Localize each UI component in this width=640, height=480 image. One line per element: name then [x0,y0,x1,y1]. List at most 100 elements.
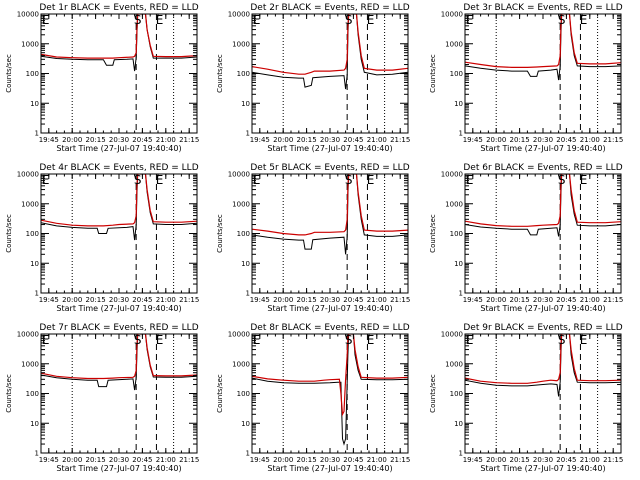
y-tick-label: 10 [454,100,463,108]
x-tick-label: 20:30 [320,456,340,464]
x-tick-label: 20:00 [273,456,293,464]
y-tick-label: 100 [237,70,250,78]
y-tick-label: 10000 [17,171,39,179]
series-line-lld [41,14,197,59]
x-tick-label: 20:00 [486,456,506,464]
y-axis-label: Counts/sec [429,214,437,253]
y-axis-label: Counts/sec [216,54,224,93]
x-tick-label: 19:45 [250,296,270,304]
y-tick-label: 1000 [445,40,463,48]
series-group [252,174,408,255]
x-tick-label: 20:30 [109,136,129,144]
x-tick-label: 19:45 [463,136,483,144]
x-tick-label: 21:00 [367,136,387,144]
x-tick-label: 21:00 [367,296,387,304]
x-tick-label: 20:00 [486,296,506,304]
x-axis-label: Start Time (27-Jul-07 19:40:40) [480,144,605,153]
x-tick-label: 20:15 [297,456,317,464]
y-tick-label: 10 [30,100,39,108]
series-group [465,174,621,237]
x-tick-label: 20:30 [533,456,553,464]
y-tick-label: 10 [241,420,250,428]
plot-frame [251,333,409,454]
time-marker-label: S [558,173,566,187]
x-tick-label: 20:30 [320,136,340,144]
series-group [41,334,197,391]
y-tick-label: 1000 [21,200,39,208]
plot-frame [40,333,198,454]
y-tick-label: 1000 [21,360,39,368]
x-tick-label: 21:00 [580,456,600,464]
x-tick-label: 19:45 [39,136,59,144]
x-tick-label: 20:30 [109,296,129,304]
x-axis-label: Start Time (27-Jul-07 19:40:40) [267,144,392,153]
time-marker-label: S [558,333,566,347]
x-tick-label: 21:15 [603,136,623,144]
series-line-lld [252,174,408,236]
x-tick-label: 20:00 [62,296,82,304]
series-line-lld [252,334,408,417]
y-tick-label: 100 [450,230,463,238]
x-tick-label: 21:15 [390,136,410,144]
x-tick-label: 21:00 [580,136,600,144]
time-marker-label: E [253,333,261,347]
y-axis-label: Counts/sec [5,214,13,253]
x-tick-label: 19:45 [250,136,270,144]
x-axis-label: Start Time (27-Jul-07 19:40:40) [267,304,392,313]
series-group [252,14,408,90]
x-tick-label: 20:45 [343,136,363,144]
time-marker-label: E [253,173,261,187]
series-line-events [465,174,621,237]
y-tick-label: 10000 [228,171,250,179]
chart-panel-5: Det 5r BLACK = Events, RED = LLD 1 10 100 10… [216,163,410,313]
series-group [41,14,197,72]
x-tick-label: 20:30 [533,296,553,304]
x-tick-label: 21:00 [156,456,176,464]
time-marker-label: E [156,173,164,187]
y-tick-label: 10000 [228,11,250,19]
chart-panel-6: Det 6r BLACK = Events, RED = LLD 1 10 100 10… [429,163,623,313]
time-marker-label: E [156,13,164,27]
chart-title: Det 8r BLACK = Events, RED = LLD [250,323,409,333]
chart-title: Det 3r BLACK = Events, RED = LLD [463,3,622,13]
y-axis-label: Counts/sec [216,214,224,253]
y-tick-label: 1 [246,450,250,458]
plot-frame [464,13,622,134]
x-tick-label: 21:15 [603,456,623,464]
x-tick-label: 20:45 [343,296,363,304]
time-marker-label: E [367,13,375,27]
series-line-events [252,14,408,90]
x-tick-label: 21:15 [390,456,410,464]
y-tick-label: 10000 [441,171,463,179]
plot-frame [464,173,622,294]
series-line-events [252,334,408,446]
y-tick-label: 100 [450,70,463,78]
chart-title: Det 4r BLACK = Events, RED = LLD [39,163,198,173]
y-tick-label: 1000 [445,200,463,208]
x-tick-label: 20:45 [132,296,152,304]
y-tick-label: 10000 [441,11,463,19]
x-tick-label: 20:15 [510,296,530,304]
x-tick-label: 20:30 [320,296,340,304]
chart-panel-9: Det 9r BLACK = Events, RED = LLD 1 10 100 10… [429,323,623,473]
x-tick-label: 19:45 [39,296,59,304]
x-tick-label: 20:15 [510,136,530,144]
chart-panel-1: Det 1r BLACK = Events, RED = LLD 1 10 100 10… [5,3,199,153]
y-tick-label: 1 [35,450,39,458]
x-tick-label: 21:00 [580,296,600,304]
time-marker-label: E [580,333,588,347]
chart-panel-8: Det 8r BLACK = Events, RED = LLD 1 10 100 10… [216,323,410,473]
x-tick-label: 20:15 [297,136,317,144]
y-tick-label: 1 [35,130,39,138]
y-tick-label: 10 [30,260,39,268]
y-tick-label: 1000 [232,200,250,208]
time-marker-label: E [580,173,588,187]
chart-title: Det 2r BLACK = Events, RED = LLD [250,3,409,13]
series-line-events [41,334,197,391]
x-tick-label: 20:00 [273,296,293,304]
x-tick-label: 19:45 [463,296,483,304]
x-tick-label: 20:30 [533,136,553,144]
chart-title: Det 6r BLACK = Events, RED = LLD [463,163,622,173]
y-axis-label: Counts/sec [5,374,13,413]
